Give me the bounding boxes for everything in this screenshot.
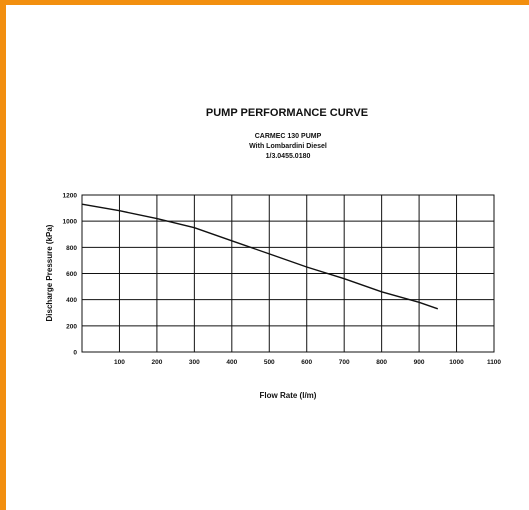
y-tick-label: 600 (66, 271, 77, 278)
x-tick-label: 500 (264, 359, 275, 366)
chart-subtitle-line-3: 1/3.0455.0180 (266, 153, 311, 160)
x-tick-label: 600 (301, 359, 312, 366)
x-tick-label: 300 (189, 359, 200, 366)
performance-curve-line (81, 203, 439, 310)
x-tick-label: 700 (339, 359, 350, 366)
x-tick-label: 800 (376, 359, 387, 366)
y-tick-label: 200 (66, 323, 77, 330)
chart-subtitle-line-1: CARMEC 130 PUMP (255, 133, 322, 140)
chart-title: PUMP PERFORMANCE CURVE (206, 107, 368, 119)
x-tick-label: 900 (414, 359, 425, 366)
x-tick-label: 1000 (449, 359, 464, 366)
x-axis-label: Flow Rate (l/m) (260, 391, 317, 400)
x-tick-label: 1100 (487, 359, 501, 366)
tick-labels: 100 200 300 400 500 600 700 800 900 1000 1100 0 200 4… (63, 193, 502, 367)
y-tick-label: 1200 (63, 193, 78, 200)
y-tick-label: 800 (66, 245, 77, 252)
x-tick-label: 400 (226, 359, 237, 366)
y-tick-label: 1000 (63, 219, 78, 226)
y-tick-label: 400 (66, 297, 77, 304)
y-axis-label: Discharge Pressure (kPa) (45, 224, 54, 321)
y-tick-label: 0 (73, 350, 77, 357)
grid (81, 194, 495, 353)
chart-subtitle-line-2: With Lombardini Diesel (249, 143, 327, 150)
x-tick-label: 100 (114, 359, 125, 366)
series-layer (81, 203, 439, 310)
x-tick-label: 200 (151, 359, 162, 366)
